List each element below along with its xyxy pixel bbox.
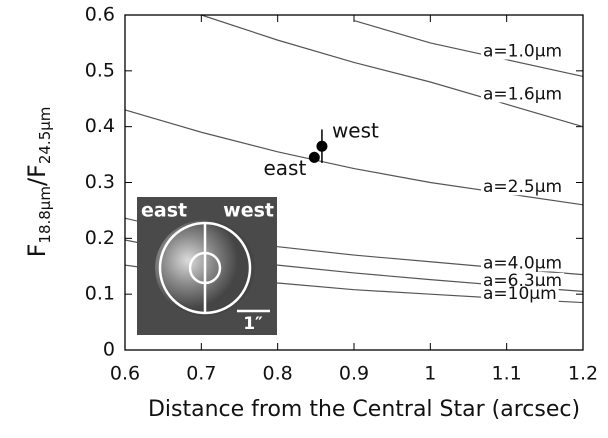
- point-label: west: [332, 119, 379, 143]
- y-axis-label-part: 24.5μm: [36, 107, 54, 165]
- curve-label: a=1.0μm: [483, 41, 562, 61]
- inset-scale-label: 1″: [243, 314, 263, 334]
- y-tick-label: 0.3: [85, 171, 115, 193]
- x-tick-label: 0.9: [339, 363, 369, 385]
- y-tick-label: 0.6: [85, 4, 115, 26]
- y-axis-label: F18.8μm/F24.5μm: [23, 107, 54, 258]
- x-tick-label: 0.7: [186, 363, 216, 385]
- x-tick-label: 1: [424, 363, 436, 385]
- point-label: east: [263, 156, 306, 180]
- data-point: [316, 141, 327, 152]
- y-tick-label: 0.4: [85, 115, 115, 137]
- y-axis-label-part: /F: [23, 164, 51, 186]
- curve-label: a=10μm: [483, 284, 557, 304]
- x-tick-label: 1.2: [568, 363, 598, 385]
- x-tick-label: 0.8: [263, 363, 293, 385]
- y-tick-label: 0: [103, 339, 115, 361]
- x-tick-label: 1.1: [492, 363, 522, 385]
- y-tick-label: 0.2: [85, 227, 115, 249]
- inset-label: west: [223, 200, 274, 222]
- y-tick-label: 0.1: [85, 283, 115, 305]
- curve-label: a=1.6μm: [483, 84, 562, 104]
- chart: 0.6 0.7 0.8 0.9 1 1.1 1.2 0 0.1 0.2 0.3 0.4 0.5 0.6 a=…: [0, 0, 608, 434]
- x-axis-label: Distance from the Central Star (arcsec): [148, 397, 580, 422]
- y-axis-label-part: 18.8μm: [36, 186, 54, 244]
- inset: east west 1″: [137, 197, 277, 335]
- x-tick-label: 0.6: [110, 363, 140, 385]
- inset-label: east: [141, 200, 187, 222]
- y-tick-label: 0.5: [85, 59, 115, 81]
- curve-label: a=2.5μm: [483, 177, 562, 197]
- y-axis-label-part: F: [23, 244, 51, 258]
- data-point: [309, 152, 320, 163]
- page: 0.6 0.7 0.8 0.9 1 1.1 1.2 0 0.1 0.2 0.3 0.4 0.5 0.6 a=…: [0, 0, 608, 438]
